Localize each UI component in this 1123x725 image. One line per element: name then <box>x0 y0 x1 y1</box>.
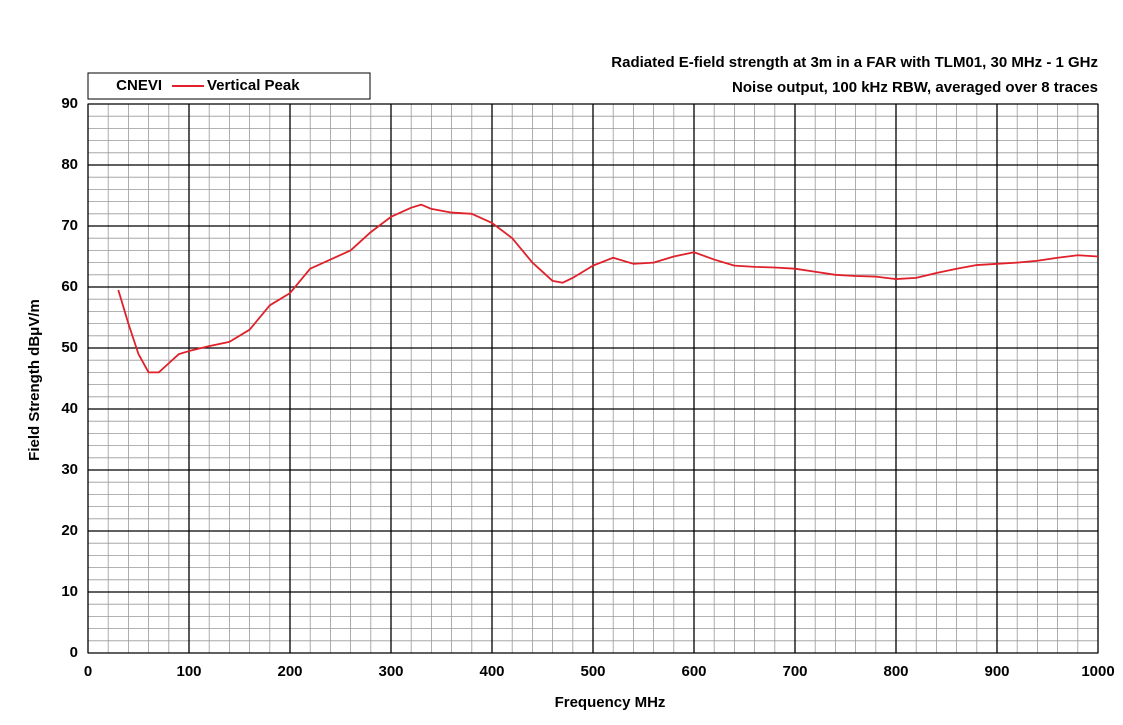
x-tick-label: 900 <box>984 663 1009 680</box>
y-tick-label: 20 <box>61 522 78 539</box>
chart-subtitle: Noise output, 100 kHz RBW, averaged over… <box>732 79 1098 96</box>
x-tick-label: 700 <box>782 663 807 680</box>
x-tick-label: 0 <box>84 663 92 680</box>
x-tick-label: 500 <box>580 663 605 680</box>
y-tick-label: 90 <box>61 95 78 112</box>
x-tick-label: 300 <box>378 663 403 680</box>
y-tick-label: 80 <box>61 156 78 173</box>
x-tick-label: 200 <box>277 663 302 680</box>
x-tick-label: 400 <box>479 663 504 680</box>
y-tick-label: 60 <box>61 278 78 295</box>
x-tick-label: 800 <box>883 663 908 680</box>
y-tick-label: 70 <box>61 217 78 234</box>
x-tick-label: 600 <box>681 663 706 680</box>
y-tick-label: 30 <box>61 461 78 478</box>
y-tick-label: 10 <box>61 583 78 600</box>
x-tick-label: 100 <box>176 663 201 680</box>
data-line <box>117 203 1099 374</box>
legend-title: CNEVI <box>116 77 162 94</box>
chart-title: Radiated E-field strength at 3m in a FAR… <box>611 54 1098 71</box>
x-axis-label: Frequency MHz <box>555 694 666 711</box>
legend-label: Vertical Peak <box>207 77 300 94</box>
y-tick-label: 0 <box>70 644 78 661</box>
y-tick-label: 50 <box>61 339 78 356</box>
x-tick-label: 1000 <box>1081 663 1114 680</box>
y-axis-label: Field Strength dBμV/m <box>26 299 43 461</box>
legend-box <box>87 72 371 100</box>
y-tick-label: 40 <box>61 400 78 417</box>
